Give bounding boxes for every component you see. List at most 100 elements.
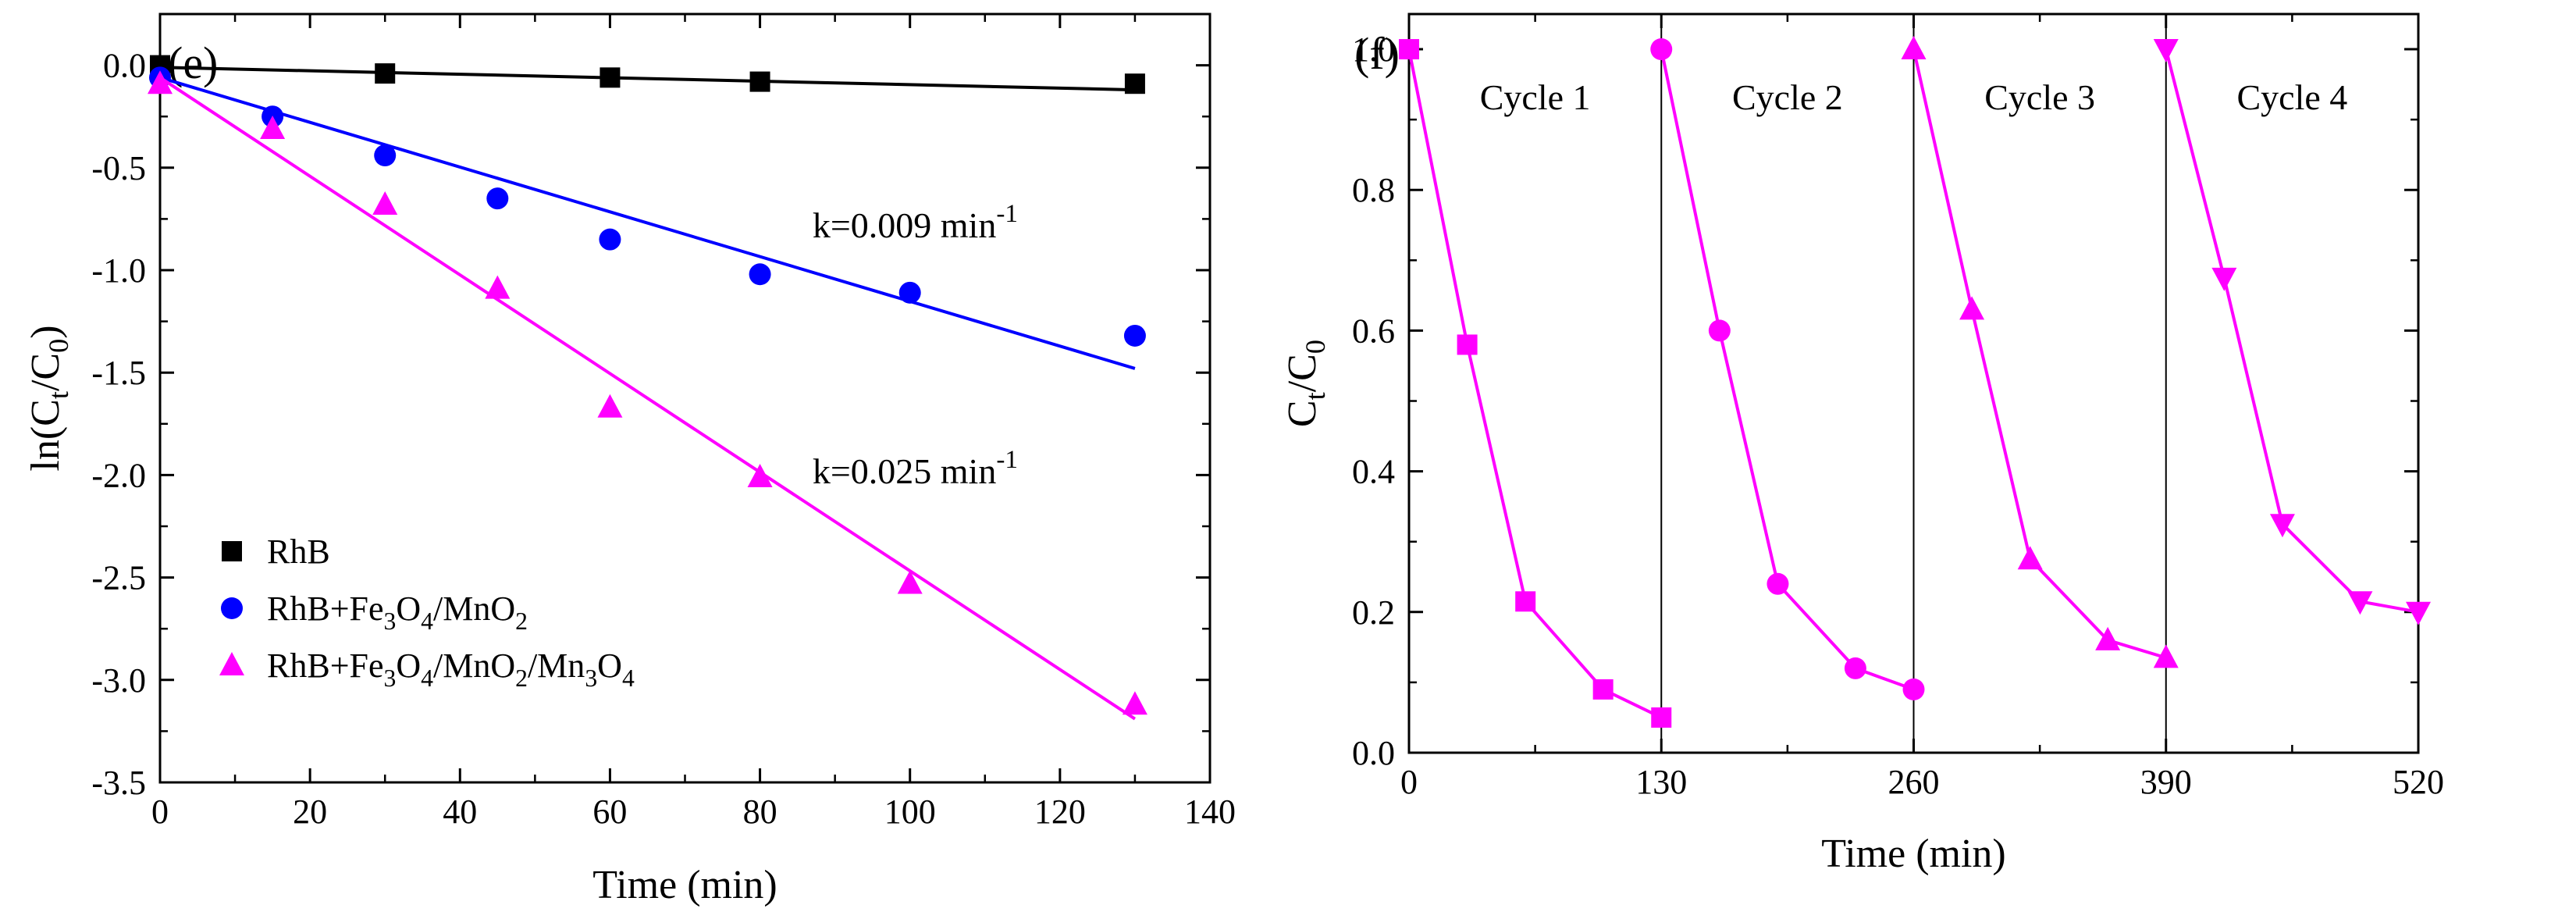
text-part: O (396, 647, 421, 685)
text-part: O (396, 590, 421, 628)
x-tick-label: 100 (884, 793, 936, 831)
y-tick-label: -1.0 (91, 251, 146, 290)
x-tick-label: 0 (1400, 763, 1418, 801)
data-point (148, 70, 173, 94)
x-tick-label: 80 (743, 793, 777, 831)
text-part: 4 (622, 664, 635, 692)
y-tick-label: 1.0 (1352, 30, 1395, 69)
data-point (1592, 679, 1614, 700)
text-part: RhB+Fe (267, 590, 384, 628)
text-part: O (597, 647, 622, 685)
y-tick-label: -3.5 (91, 764, 146, 802)
data-point (2017, 546, 2043, 570)
fit-line-1 (159, 76, 1136, 370)
cycle-line-4 (2164, 48, 2419, 614)
data-point (2406, 601, 2431, 625)
y-tick-label: 0.4 (1352, 453, 1395, 491)
y-tick-label: 0.8 (1352, 171, 1395, 209)
text-part: /MnO (433, 590, 515, 628)
text-part: t (1300, 392, 1331, 400)
legend-label: RhB+Fe3​O4​/MnO2​ (267, 590, 528, 635)
data-point (1844, 657, 1866, 679)
x-tick-label: 520 (2393, 763, 2444, 801)
data-point (372, 191, 398, 216)
data-point (749, 263, 771, 286)
text-part: /Mn (528, 647, 585, 685)
text-part: 2 (515, 664, 528, 692)
y-tick-label: -1.5 (91, 354, 146, 392)
cycle-label-2: Cycle 2 (1732, 77, 1843, 117)
data-point (749, 71, 770, 92)
y-tick-label: -0.5 (91, 149, 146, 187)
text-part: /C (1280, 354, 1325, 392)
data-point (1902, 678, 1925, 700)
data-point (898, 281, 921, 304)
data-point (1515, 591, 1536, 612)
text-part: t (43, 391, 74, 399)
data-point (1123, 324, 1146, 347)
text-part: C (1280, 400, 1325, 427)
data-point (1399, 39, 1419, 60)
x-tick-label: 0 (151, 793, 169, 831)
x-axis-title: Time (min) (592, 863, 777, 907)
text-part: k=0.025 min (813, 451, 997, 491)
data-point (600, 67, 621, 88)
y-tick-label: 0.2 (1352, 593, 1395, 632)
text-part: 3 (585, 664, 597, 692)
data-point (1901, 36, 1927, 60)
y-tick-label: -2.5 (91, 559, 146, 597)
fit-line-0 (159, 66, 1135, 92)
x-tick-label: 390 (2140, 763, 2192, 801)
y-tick-label: 0.6 (1352, 312, 1395, 350)
fit-line-2 (158, 76, 1137, 721)
cycle-label-1: Cycle 1 (1480, 77, 1591, 117)
text-part: 3 (384, 607, 397, 635)
data-point (897, 570, 923, 594)
text-part: ) (23, 325, 68, 338)
data-point (375, 63, 396, 84)
x-tick-label: 260 (1888, 763, 1940, 801)
data-point (599, 228, 621, 251)
data-point (2153, 644, 2179, 668)
text-part: k=0.009 min (813, 205, 997, 245)
legend-marker (222, 541, 242, 561)
y-tick-label: -3.0 (91, 661, 146, 700)
text-part: ln(C (23, 399, 68, 471)
data-point (597, 394, 623, 418)
legend-marker (221, 597, 243, 619)
legend-label: RhB+Fe3​O4​/MnO2​/Mn3​O4​ (267, 647, 635, 692)
data-point (2211, 267, 2237, 291)
data-point (2347, 591, 2373, 615)
y-tick-label: 0.0 (1352, 734, 1395, 772)
text-part: 4 (421, 664, 433, 692)
text-part: RhB+Fe (267, 647, 384, 685)
cycle-line-1 (1407, 48, 1663, 719)
legend-label: RhB (267, 533, 330, 571)
data-point (2153, 39, 2179, 63)
data-point (1767, 572, 1789, 595)
text-part: 2 (515, 607, 528, 635)
text-part: 0 (1300, 340, 1331, 354)
rate-annotation: k=0.025 min-1 (813, 445, 1018, 491)
data-point (374, 144, 397, 167)
data-point (1959, 296, 1985, 320)
y-tick-label: -2.0 (91, 456, 146, 494)
x-tick-label: 120 (1034, 793, 1086, 831)
y-tick-label: 0.0 (103, 47, 146, 85)
text-part: 4 (421, 607, 433, 635)
data-point (486, 187, 509, 210)
x-tick-label: 60 (592, 793, 627, 831)
x-axis-title: Time (min) (1821, 832, 2005, 876)
cycle-label-4: Cycle 4 (2236, 77, 2347, 117)
y-axis-title: Ct/C0 (1280, 340, 1331, 427)
data-point (1122, 691, 1147, 715)
x-tick-label: 140 (1184, 793, 1236, 831)
data-point (1457, 334, 1478, 355)
x-tick-label: 130 (1635, 763, 1687, 801)
text-part: 3 (384, 664, 397, 692)
data-point (260, 115, 286, 139)
cycle-label-3: Cycle 3 (1984, 77, 2095, 117)
text-part: 0 (43, 339, 74, 353)
